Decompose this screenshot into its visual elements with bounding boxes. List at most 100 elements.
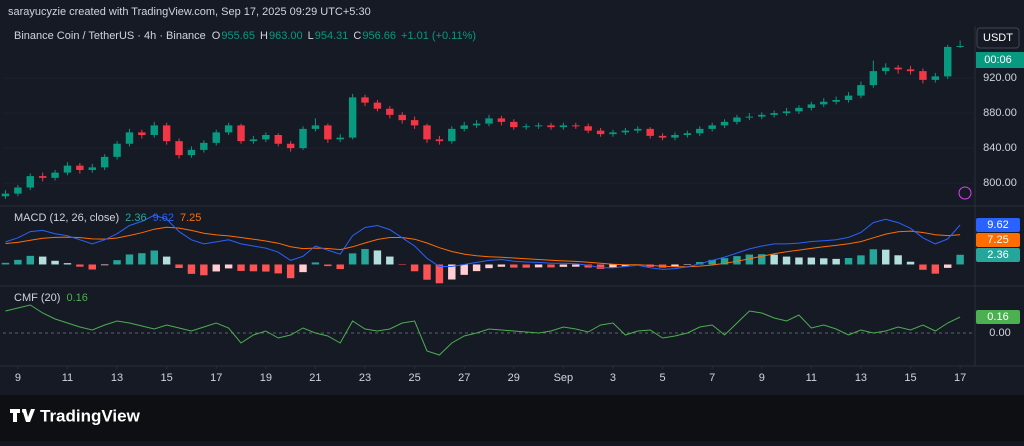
histogram-bar xyxy=(894,255,902,265)
brand-name: TradingView xyxy=(40,407,141,426)
candle-body xyxy=(26,176,34,188)
histogram-bar xyxy=(348,253,357,265)
candle-body xyxy=(398,114,406,121)
ohlc-letter: H xyxy=(260,30,268,42)
histogram-bar xyxy=(844,258,853,265)
histogram-bar xyxy=(944,264,952,268)
candle-body xyxy=(76,165,84,170)
candle-body xyxy=(125,132,134,144)
candle-body xyxy=(696,128,704,134)
candle-body xyxy=(720,121,729,126)
histogram-bar xyxy=(299,264,307,273)
candle-body xyxy=(212,132,220,143)
candle-body xyxy=(51,172,59,178)
histogram-bar xyxy=(882,249,890,265)
histogram-bar xyxy=(782,256,791,265)
candle-body xyxy=(299,128,307,149)
histogram-bar xyxy=(224,264,233,269)
x-tick-label: 9 xyxy=(15,372,21,384)
histogram-bar xyxy=(398,264,406,265)
histogram-bar xyxy=(770,254,778,265)
chart-title: Binance Coin / TetherUS · 4h · Binance xyxy=(14,30,206,42)
histogram-bar xyxy=(572,264,580,267)
signal-line xyxy=(5,226,961,268)
candle-body xyxy=(944,46,952,77)
candle-body xyxy=(758,114,766,117)
candle-body xyxy=(361,97,369,103)
candle-body xyxy=(882,67,890,72)
histogram-bar xyxy=(869,249,878,265)
candle-body xyxy=(175,141,183,156)
indicator-title: MACD (12, 26, close) xyxy=(14,212,119,224)
histogram-bar xyxy=(671,264,679,267)
candle-body xyxy=(683,133,692,135)
candle-body xyxy=(497,118,506,122)
x-tick-label: 21 xyxy=(309,372,321,384)
x-tick-label: 11 xyxy=(806,372,817,384)
x-tick-label: 17 xyxy=(210,372,222,384)
histogram-bar xyxy=(187,264,196,274)
histogram-bar xyxy=(956,254,964,265)
histogram-bar xyxy=(324,264,332,267)
indicator-title: CMF (20) xyxy=(14,292,60,304)
histogram-bar xyxy=(14,259,22,265)
histogram-bar xyxy=(386,256,394,265)
indicator-line xyxy=(5,304,961,356)
histogram-bar xyxy=(1,262,10,265)
histogram-bar xyxy=(559,264,568,267)
candle-body xyxy=(200,142,208,150)
y-tick-label: 840.00 xyxy=(983,142,1017,154)
histogram-bar xyxy=(609,264,617,269)
candle-body xyxy=(14,187,22,194)
histogram-bar xyxy=(38,256,47,265)
histogram-bar xyxy=(448,264,456,280)
histogram-bar xyxy=(906,261,915,265)
histogram-bar xyxy=(138,253,146,265)
histogram-bar xyxy=(621,264,630,267)
histogram-bar xyxy=(373,250,382,265)
candle-body xyxy=(373,102,382,109)
histogram-bar xyxy=(832,258,840,265)
histogram-bar xyxy=(745,254,754,265)
x-tick-label: 15 xyxy=(161,372,173,384)
histogram-bar xyxy=(497,264,506,267)
footer-background xyxy=(0,395,1024,441)
histogram-bar xyxy=(26,255,34,265)
x-tick-label: 7 xyxy=(709,372,715,384)
histogram-bar xyxy=(547,264,555,268)
histogram-bar xyxy=(200,264,208,276)
candle-body xyxy=(460,125,468,129)
candle-body xyxy=(807,104,816,108)
histogram-bar xyxy=(162,256,171,265)
histogram-bar xyxy=(534,264,543,268)
histogram-bar xyxy=(596,264,605,269)
y-tick-label: 920.00 xyxy=(983,72,1017,84)
signal-value-box xyxy=(976,233,1020,247)
macd-value: 9.62 xyxy=(153,212,174,224)
candle-body xyxy=(63,165,72,173)
brand-logo xyxy=(10,409,35,422)
histogram-bar xyxy=(423,264,431,280)
histogram-bar xyxy=(76,264,84,267)
candle-body xyxy=(956,46,964,48)
candle-body xyxy=(795,107,803,112)
histogram-bar xyxy=(683,264,692,265)
histogram-bar xyxy=(150,250,158,265)
candle-body xyxy=(745,116,754,118)
candle-body xyxy=(88,167,96,170)
macd-axis-value: 9.62 xyxy=(987,219,1008,231)
candle-body xyxy=(262,135,270,140)
histogram-bar xyxy=(249,264,258,272)
x-tick-label: 27 xyxy=(458,372,470,384)
histogram-bar xyxy=(262,264,270,272)
x-tick-label: 29 xyxy=(508,372,520,384)
chart-background xyxy=(0,0,1024,395)
histogram-bar xyxy=(720,258,729,265)
candle-body xyxy=(658,135,667,138)
ohlc-letter: L xyxy=(308,30,314,42)
candle-body xyxy=(596,130,605,135)
x-tick-label: 11 xyxy=(62,372,73,384)
histogram-bar xyxy=(113,260,121,265)
histogram-bar xyxy=(212,264,220,272)
